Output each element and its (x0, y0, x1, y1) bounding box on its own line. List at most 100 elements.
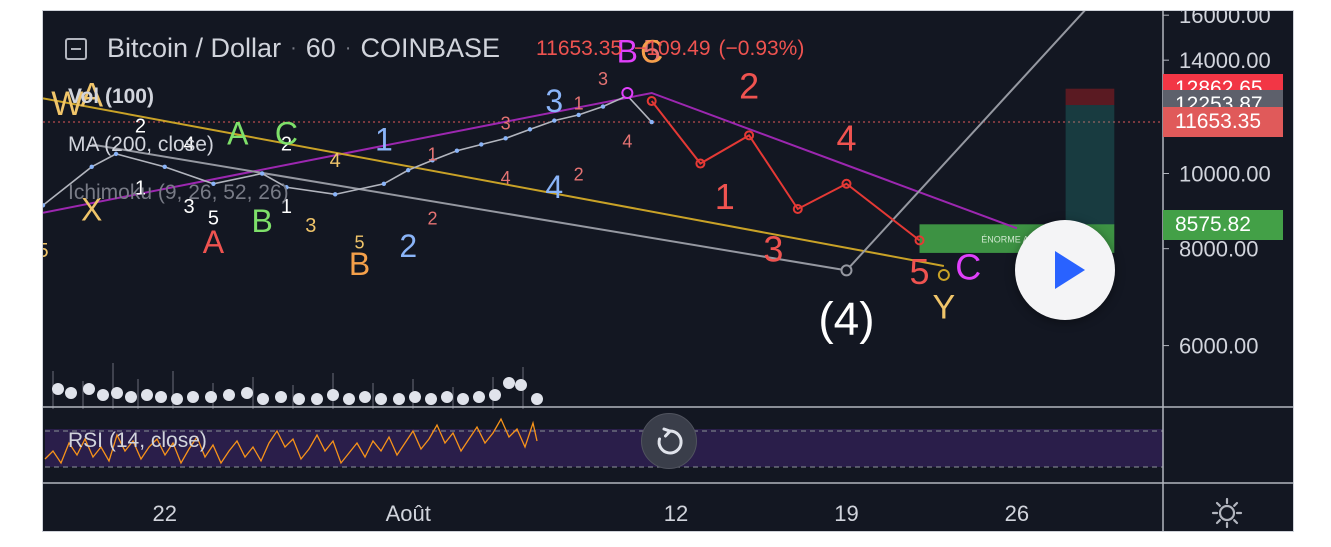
anchor-point[interactable] (937, 268, 950, 281)
wave-label: 1 (135, 177, 146, 199)
wave-label: X (81, 191, 102, 227)
x-tick-label: 22 (152, 501, 176, 526)
wave-label: 3 (598, 69, 608, 89)
wave-label: (4) (818, 293, 874, 345)
collapse-legend-icon[interactable] (65, 37, 87, 60)
y-tick-label: 8000.00 (1179, 237, 1259, 262)
wave-label: B (349, 246, 370, 282)
price-point (381, 181, 387, 186)
wave-label: 3 (501, 113, 511, 133)
price-point (552, 118, 557, 123)
chart-legend: Bitcoin / Dollar · 60 · COINBASE 11653.3… (65, 33, 804, 64)
price-point (113, 151, 119, 157)
wave-label: 4 (545, 169, 563, 205)
price-point (576, 112, 581, 118)
chart-frame[interactable]: 16000.00 14000.00 10000.00 8000.00 6000.00 22… (42, 10, 1294, 532)
ichimoku-indicator-label[interactable]: Ichimoku (9, 26, 52, 26) (68, 181, 289, 204)
price-tag: 8575.82 (1163, 210, 1283, 241)
wave-label: 2 (739, 65, 759, 106)
x-tick-label: Août (386, 501, 431, 526)
x-tick-label: 19 (834, 501, 858, 526)
volume-dots (52, 377, 543, 405)
wave-label: 2 (281, 134, 292, 156)
wave-label: 3 (184, 196, 195, 218)
wave-label: Y (933, 289, 956, 327)
replay-button[interactable] (641, 413, 697, 469)
projection-point (841, 178, 852, 189)
wave-label: B (251, 203, 272, 239)
price-point (600, 104, 606, 109)
wave-label: 5 (910, 251, 930, 292)
wave-label: 2 (135, 115, 146, 137)
price-point (406, 167, 411, 173)
exchange-label: COINBASE (360, 33, 501, 63)
wave-label: B (617, 34, 638, 70)
rsi-line (44, 417, 538, 465)
rsi-band (45, 429, 1163, 467)
wave-label: C (275, 115, 298, 151)
wave-label: 1 (375, 122, 393, 158)
anchor-point[interactable] (621, 86, 634, 99)
y-tick-label: 14000.00 (1179, 48, 1271, 73)
projection-line[interactable] (650, 100, 921, 242)
trendline[interactable] (43, 91, 1018, 230)
price-point (430, 158, 435, 163)
buy-zone-label: ÉNORME ACHAT (981, 235, 1053, 245)
wave-label: W (51, 85, 83, 123)
wave-label: 4 (836, 118, 856, 159)
price-point (649, 119, 654, 125)
volume-indicator-label[interactable]: Vol (100) (68, 85, 154, 108)
wave-label: A (227, 115, 249, 151)
price-point (43, 203, 46, 208)
price-point (211, 181, 216, 186)
anchor-point[interactable] (840, 264, 853, 277)
projection-point (914, 235, 925, 246)
projection-point (792, 204, 803, 214)
wave-label: C (640, 34, 663, 70)
wave-label: 5 (355, 233, 365, 253)
settings-gear-icon[interactable] (1211, 497, 1243, 529)
stop-loss-area (1065, 88, 1115, 106)
wave-label: A (80, 77, 103, 115)
wave-label: 4 (330, 150, 341, 172)
y-tick-label: 10000.00 (1179, 162, 1271, 187)
symbol-name: Bitcoin / Dollar (107, 33, 282, 63)
projection-point (646, 96, 657, 107)
price-line (43, 94, 653, 206)
volume-bars (52, 363, 524, 409)
wave-label: 4 (184, 134, 195, 156)
trendline[interactable] (845, 11, 1089, 272)
price-point (503, 136, 508, 141)
last-price: 11653.35 (536, 36, 623, 60)
ma-indicator-label[interactable]: MA (200, close) (68, 133, 214, 156)
price-point (284, 185, 289, 190)
wave-label: 1 (715, 176, 735, 217)
wave-label: 3 (763, 229, 783, 270)
wave-label: 1 (281, 196, 292, 218)
wave-label: 5 (43, 240, 49, 262)
rsi-indicator-label[interactable]: RSI (14, close) (68, 429, 207, 452)
replay-icon (657, 427, 683, 455)
x-tick-label: 26 (1005, 501, 1029, 526)
wave-label: 2 (399, 228, 417, 264)
wave-label: 4 (622, 132, 632, 152)
play-button[interactable] (1015, 220, 1115, 320)
projection-point (744, 130, 755, 141)
y-tick-label: 16000.00 (1179, 11, 1271, 28)
price-change: −109.49 (634, 36, 711, 60)
wave-label: 3 (305, 215, 316, 237)
wave-label: 1 (574, 93, 584, 113)
wave-label: 2 (428, 208, 438, 228)
price-tag: 11653.35 (1163, 106, 1283, 137)
wave-label: 4 (501, 168, 511, 188)
separator-dot: · (290, 37, 297, 59)
interval-label: 60 (305, 33, 336, 63)
price-point (332, 192, 338, 197)
trendline[interactable] (91, 143, 847, 272)
trendline[interactable] (43, 97, 945, 267)
price-point (259, 171, 265, 176)
price-point (162, 164, 167, 170)
price-point (527, 127, 533, 132)
chart-canvas[interactable]: 16000.0014000.0010000.008000.006000.0022… (43, 11, 1294, 532)
price-point (454, 148, 460, 153)
